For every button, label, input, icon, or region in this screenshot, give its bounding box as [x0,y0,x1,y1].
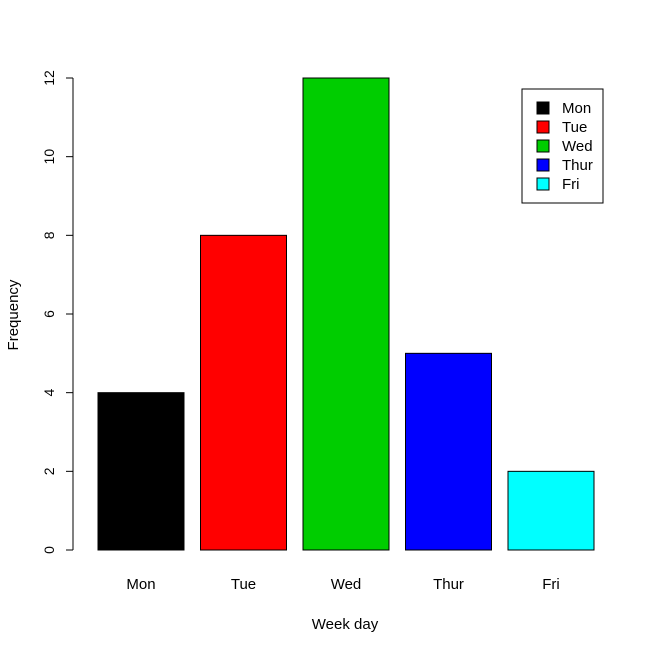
x-tick-label: Tue [231,576,256,593]
y-axis: 0 2 4 6 8 10 12 [41,70,74,554]
bar-mon [97,392,185,551]
y-tick-label: 12 [41,70,57,86]
legend-swatch-mon [536,101,550,115]
y-tick-label: 8 [41,231,57,239]
bars [97,77,595,551]
legend: Mon Tue Wed Thur Fri [521,88,604,204]
x-tick-label: Wed [331,576,362,593]
legend-swatch-tue [536,120,550,134]
y-tick-label: 2 [41,467,57,475]
y-tick-label: 0 [41,546,57,554]
legend-label: Mon [562,100,591,117]
legend-swatch-thur [536,158,550,172]
y-tick-label: 10 [41,149,57,165]
legend-label: Wed [562,138,593,155]
y-tick-label: 4 [41,389,57,397]
legend-swatch-wed [536,139,550,153]
legend-box [521,88,604,204]
bar-wed [302,77,390,551]
x-tick-label: Fri [542,576,560,593]
x-tick-label: Mon [126,576,155,593]
x-axis-label: Week day [312,616,379,633]
legend-label: Tue [562,119,587,136]
legend-swatch-fri [536,177,550,191]
bar-fri [507,470,595,551]
bar-thur [405,352,492,551]
x-tick-labels: Mon Tue Wed Thur Fri [126,576,559,593]
y-axis-label: Frequency [5,279,22,350]
y-tick-label: 6 [41,310,57,318]
x-tick-label: Thur [433,576,464,593]
legend-label: Fri [562,176,580,193]
legend-label: Thur [562,157,593,174]
bar-tue [200,234,287,551]
